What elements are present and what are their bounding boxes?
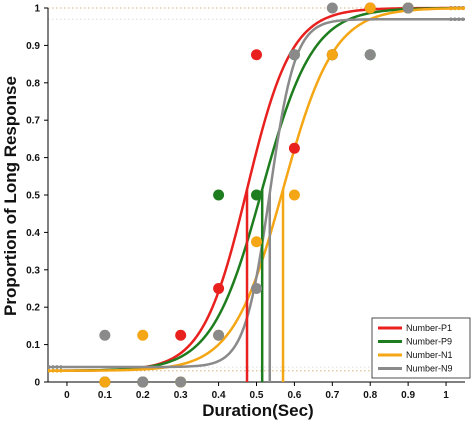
- data-point: [364, 49, 376, 61]
- y-tick-label: 0.2: [26, 303, 40, 314]
- fit-curves: [47, 6, 466, 373]
- legend-label: Number-P9: [406, 337, 452, 347]
- y-tick-label: 0: [34, 378, 40, 389]
- x-tick-label: 0.4: [212, 390, 226, 401]
- x-tick-label: 0.3: [174, 390, 188, 401]
- x-tick-label: 1: [443, 390, 449, 401]
- data-point: [251, 189, 262, 201]
- threshold-lines: [245, 189, 285, 382]
- y-tick-label: 0.3: [26, 265, 40, 276]
- fit-curve: [48, 6, 465, 372]
- x-tick-label: 0.9: [401, 390, 415, 401]
- reference-lines: [48, 7, 465, 372]
- y-tick-label: 0.6: [26, 153, 40, 164]
- legend-label: Number-N9: [406, 364, 453, 374]
- x-tick-label: 0.2: [136, 390, 150, 401]
- data-point: [99, 376, 111, 388]
- data-point: [99, 329, 111, 341]
- data-point: [326, 49, 338, 61]
- x-axis-title: Duration(Sec): [202, 401, 313, 420]
- y-tick-label: 0.9: [26, 41, 40, 52]
- legend-label: Number-N1: [406, 350, 453, 360]
- data-point: [288, 49, 300, 61]
- x-tick-label: 0: [64, 390, 70, 401]
- data-point: [213, 283, 225, 294]
- data-point: [364, 2, 376, 14]
- x-tick-label: 0.6: [287, 390, 301, 401]
- y-tick-label: 0.1: [26, 340, 40, 351]
- data-points: [99, 2, 414, 388]
- data-point: [213, 189, 225, 201]
- data-point: [288, 189, 300, 201]
- data-point: [213, 329, 225, 341]
- data-point: [326, 2, 338, 14]
- data-point: [288, 142, 300, 154]
- data-point: [175, 329, 187, 341]
- y-axis-title: Proportion of Long Response: [1, 76, 20, 316]
- y-tick-label: 0.4: [26, 228, 40, 239]
- data-point: [251, 236, 262, 248]
- tick-labels: 0 0.1 0.2 0.3 0.4 0.5 0.6 0.7 0.8 0.9 1 0 0.1 0.2 0.3 0…: [26, 4, 449, 402]
- y-tick-label: 0.5: [26, 191, 40, 202]
- data-point: [137, 376, 149, 388]
- legend-label: Number-P1: [406, 323, 452, 333]
- data-point: [137, 329, 149, 341]
- data-point: [251, 49, 262, 61]
- fit-curve: [48, 6, 466, 372]
- data-point: [175, 376, 187, 388]
- y-tick-label: 1: [34, 4, 40, 15]
- data-point: [251, 283, 262, 294]
- x-tick-label: 0.7: [325, 390, 339, 401]
- fit-curve: [48, 17, 465, 369]
- y-tick-label: 0.8: [26, 78, 40, 89]
- legend: Number-P1 Number-P9 Number-N1 Number-N9: [371, 317, 471, 379]
- x-tick-label: 0.8: [363, 390, 377, 401]
- data-point: [402, 2, 414, 14]
- x-tick-label: 0.1: [98, 390, 112, 401]
- x-tick-label: 0.5: [250, 390, 264, 401]
- y-tick-label: 0.7: [26, 116, 40, 127]
